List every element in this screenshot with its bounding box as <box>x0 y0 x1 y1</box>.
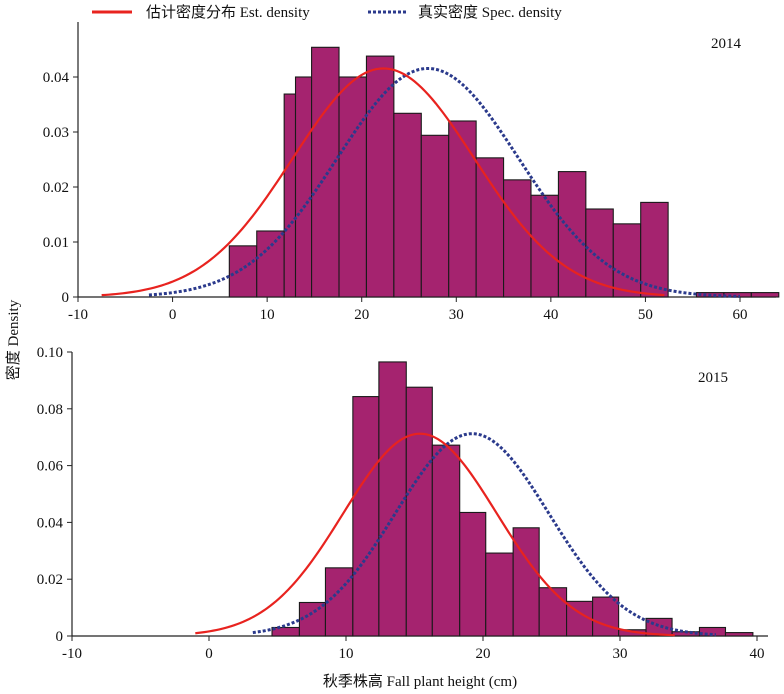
x-tick-label: 30 <box>613 646 628 662</box>
y-tick-label: 0.10 <box>37 345 63 361</box>
legend-spec-label: 真实密度 Spec. density <box>418 3 562 21</box>
histogram-bar <box>503 179 532 298</box>
y-tick-label: 0.02 <box>43 180 69 196</box>
y-tick-label: 0 <box>62 290 70 306</box>
x-tick-label: 10 <box>339 646 354 662</box>
histogram-bar <box>294 76 313 298</box>
histogram-bar <box>538 587 568 637</box>
x-axis-title: 秋季株高 Fall plant height (cm) <box>323 673 517 690</box>
x-tick-label: 30 <box>449 307 464 323</box>
histogram-bar <box>459 511 487 637</box>
histogram-bar <box>271 626 300 637</box>
histogram-bar <box>420 134 450 298</box>
histogram-bar <box>640 201 669 298</box>
x-tick-label: 0 <box>205 646 213 662</box>
histogram-bar <box>431 444 461 637</box>
y-tick-label: 0.06 <box>37 459 64 475</box>
histogram-bar <box>592 596 620 637</box>
legend-est-label: 估计密度分布 Est. density <box>146 4 310 21</box>
legend: 估计密度分布 Est. density 真实密度 Spec. density <box>92 3 562 21</box>
x-tick-label: 20 <box>354 307 369 323</box>
x-tick-label: 50 <box>638 307 653 323</box>
est-density-curve <box>101 67 665 297</box>
histogram-bar <box>228 245 258 298</box>
est-density-curve <box>195 432 675 637</box>
histogram-bar <box>393 112 422 298</box>
x-tick-label: 40 <box>543 307 558 323</box>
x-tick-label: 0 <box>169 307 177 323</box>
histogram-bar <box>256 230 285 298</box>
panel-year-label: 2015 <box>698 370 728 386</box>
histogram-bar <box>324 567 354 637</box>
histogram-bar <box>475 157 505 298</box>
histogram-bar <box>378 361 407 637</box>
spec-density-curve <box>148 66 741 298</box>
histogram-bar <box>723 292 752 298</box>
x-tick-label: -10 <box>68 307 88 323</box>
x-tick-label: 20 <box>476 646 491 662</box>
y-tick-label: 0.02 <box>37 572 63 588</box>
y-tick-label: 0 <box>56 629 64 645</box>
histogram-bar <box>405 386 433 637</box>
histogram-bar <box>448 120 477 298</box>
y-tick-label: 0.08 <box>37 402 63 418</box>
histogram-bar <box>338 76 367 298</box>
x-tick-label: 40 <box>750 646 765 662</box>
histogram-bar <box>365 55 395 298</box>
x-tick-label: -10 <box>62 646 82 662</box>
histogram-bar <box>750 292 780 298</box>
histogram-bar <box>724 632 754 637</box>
spec-density-curve <box>252 432 716 637</box>
x-tick-label: 60 <box>733 307 748 323</box>
histogram-bar <box>485 552 514 637</box>
x-tick-label: 10 <box>260 307 275 323</box>
panel-year-label: 2014 <box>711 36 742 52</box>
histogram-bar <box>612 223 642 298</box>
histogram-bar <box>311 46 340 298</box>
histogram-bar <box>352 396 380 637</box>
y-tick-label: 0.04 <box>37 515 64 531</box>
histogram-bar <box>283 93 297 298</box>
y-tick-label: 0.04 <box>43 70 70 86</box>
y-tick-label: 0.03 <box>43 125 69 141</box>
y-tick-label: 0.01 <box>43 235 69 251</box>
y-axis-title: 密度 Density <box>5 299 22 380</box>
